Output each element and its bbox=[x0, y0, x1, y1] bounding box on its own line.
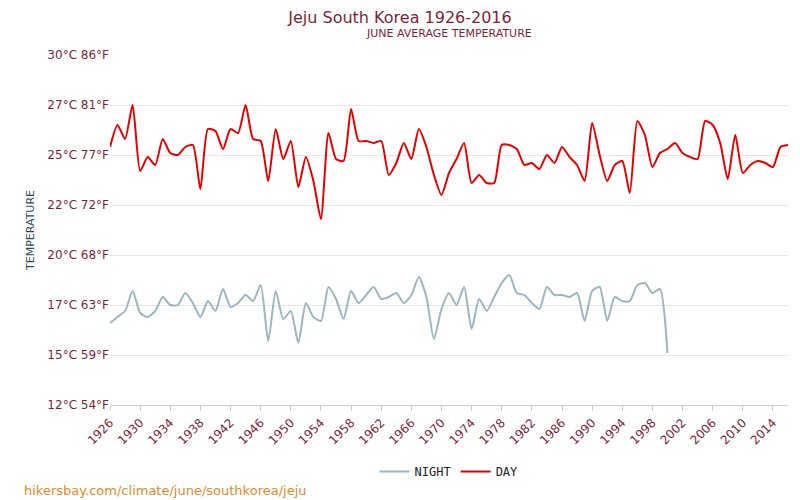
svg-text:1966: 1966 bbox=[386, 416, 417, 447]
svg-text:22°C 72°F: 22°C 72°F bbox=[47, 198, 109, 212]
svg-text:1930: 1930 bbox=[115, 416, 146, 447]
svg-text:2006: 2006 bbox=[688, 416, 719, 447]
svg-text:1950: 1950 bbox=[266, 416, 297, 447]
svg-text:27°C 81°F: 27°C 81°F bbox=[47, 98, 109, 112]
svg-text:2010: 2010 bbox=[718, 416, 749, 447]
svg-text:NIGHT: NIGHT bbox=[415, 465, 451, 479]
svg-text:1974: 1974 bbox=[446, 416, 477, 447]
svg-text:1978: 1978 bbox=[477, 416, 508, 447]
svg-text:1994: 1994 bbox=[597, 416, 628, 447]
svg-text:1946: 1946 bbox=[236, 416, 267, 447]
svg-text:1970: 1970 bbox=[416, 416, 447, 447]
svg-text:30°C 86°F: 30°C 86°F bbox=[47, 48, 109, 62]
svg-text:1990: 1990 bbox=[567, 416, 598, 447]
svg-text:2002: 2002 bbox=[657, 416, 688, 447]
svg-text:1926: 1926 bbox=[85, 416, 116, 447]
svg-text:20°C 68°F: 20°C 68°F bbox=[47, 248, 109, 262]
svg-text:1962: 1962 bbox=[356, 416, 387, 447]
svg-text:hikersbay.com/climate/june/sou: hikersbay.com/climate/june/southkorea/je… bbox=[24, 483, 307, 498]
svg-text:1938: 1938 bbox=[175, 416, 206, 447]
svg-text:12°C 54°F: 12°C 54°F bbox=[47, 398, 109, 412]
svg-text:25°C 77°F: 25°C 77°F bbox=[47, 148, 109, 162]
svg-text:JUNE AVERAGE TEMPERATURE: JUNE AVERAGE TEMPERATURE bbox=[366, 27, 532, 40]
svg-text:1982: 1982 bbox=[507, 416, 538, 447]
svg-text:Jeju South Korea 1926-2016: Jeju South Korea 1926-2016 bbox=[287, 8, 511, 27]
svg-text:17°C 63°F: 17°C 63°F bbox=[47, 298, 109, 312]
svg-text:1958: 1958 bbox=[326, 416, 357, 447]
svg-text:TEMPERATURE: TEMPERATURE bbox=[24, 190, 37, 271]
svg-text:1998: 1998 bbox=[627, 416, 658, 447]
svg-text:1934: 1934 bbox=[145, 416, 176, 447]
svg-text:1986: 1986 bbox=[537, 416, 568, 447]
svg-text:1942: 1942 bbox=[205, 416, 236, 447]
svg-text:1954: 1954 bbox=[296, 416, 327, 447]
svg-text:DAY: DAY bbox=[496, 465, 518, 479]
svg-text:15°C 59°F: 15°C 59°F bbox=[47, 348, 109, 362]
svg-text:2014: 2014 bbox=[748, 416, 779, 447]
